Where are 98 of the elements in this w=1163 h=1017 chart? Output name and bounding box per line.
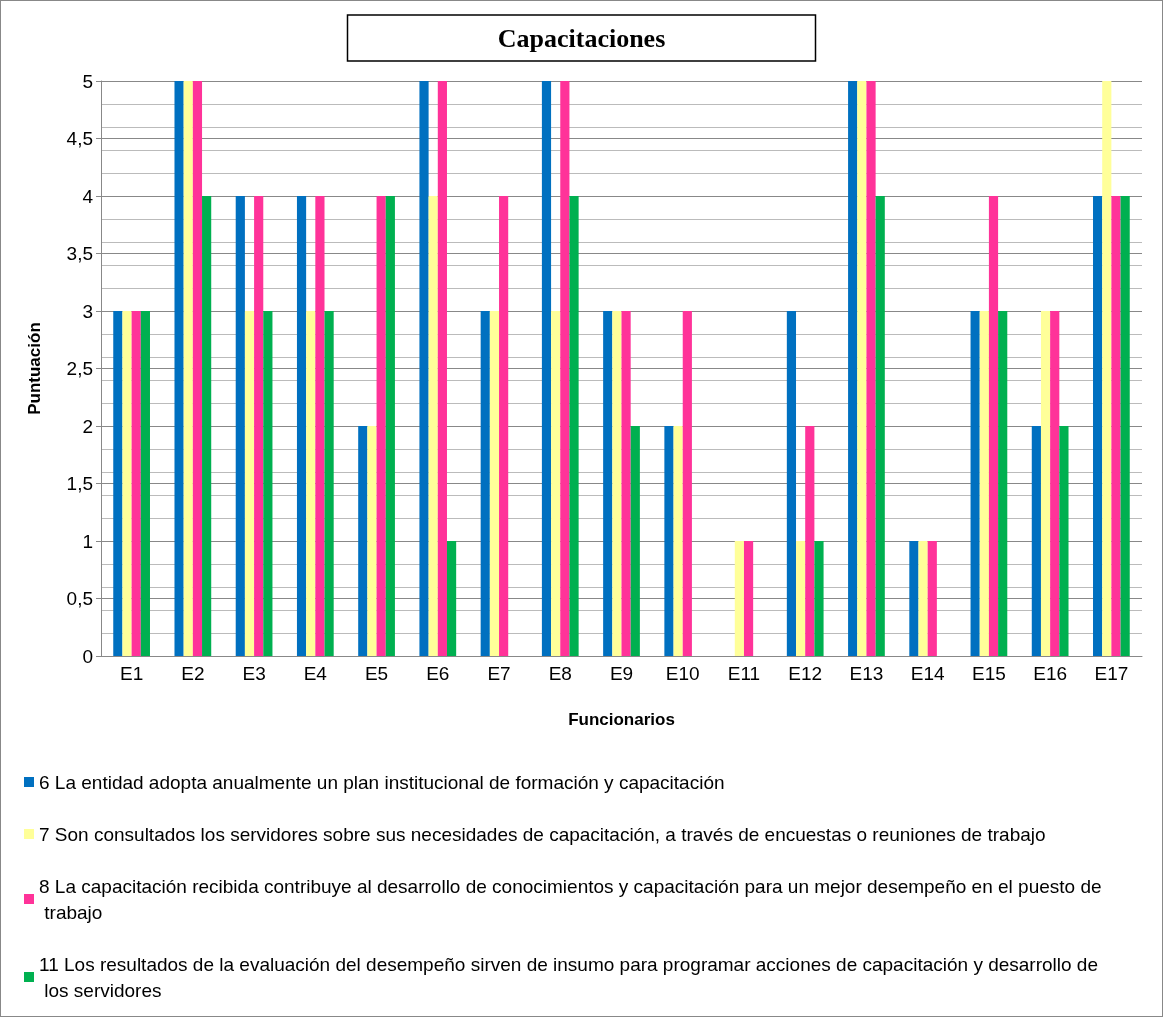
y-tick-label: 3 xyxy=(82,300,93,322)
x-axis-title: Funcionarios xyxy=(568,710,675,729)
bar xyxy=(927,541,937,656)
y-tick-label: 2 xyxy=(82,415,93,437)
bar xyxy=(376,196,386,656)
bar xyxy=(569,196,579,656)
bar xyxy=(1050,311,1060,656)
legend-label: 8 La capacitación recibida contribuye al desarrollo de conocimientos y capacitación para un mejor desempeño en el puesto de trabajo xyxy=(39,875,1102,923)
bar xyxy=(183,81,193,656)
bar xyxy=(306,311,316,656)
bar xyxy=(358,426,368,656)
x-tick-label: E17 xyxy=(1094,663,1129,684)
bar xyxy=(612,311,622,656)
bar xyxy=(315,196,325,656)
legend-label: 7 Son consultados los servidores sobre sus necesidades de capacitación, a través de encuestas o reuniones de trabajo xyxy=(39,823,1046,845)
bar xyxy=(499,196,509,656)
bar xyxy=(480,311,490,656)
x-tick-label: E11 xyxy=(727,663,761,684)
bar xyxy=(848,81,858,656)
bar xyxy=(664,426,674,656)
y-tick-label: 5 xyxy=(82,70,93,92)
x-tick-label: E2 xyxy=(181,663,205,684)
x-tick-label: E3 xyxy=(242,663,266,684)
y-tick-label: 2,5 xyxy=(66,358,93,379)
bar xyxy=(131,311,141,656)
bar xyxy=(909,541,919,656)
bar xyxy=(796,541,806,656)
bar xyxy=(1040,311,1051,656)
x-tick-label: E10 xyxy=(665,663,700,684)
x-tick-label: E16 xyxy=(1033,663,1068,684)
bar xyxy=(446,541,457,656)
x-tick-label: E9 xyxy=(609,663,634,684)
bar xyxy=(560,81,570,656)
y-tick-label: 0,5 xyxy=(66,588,93,609)
bar xyxy=(1093,196,1103,656)
y-tick-label: 1,5 xyxy=(66,473,93,494)
x-tick-label: E6 xyxy=(426,663,450,684)
bar xyxy=(244,311,255,656)
x-tick-label: E4 xyxy=(303,663,328,684)
bar xyxy=(296,196,307,656)
bar xyxy=(122,311,132,656)
bar xyxy=(1031,426,1041,656)
x-tick-label: E8 xyxy=(548,663,572,684)
bar xyxy=(743,541,754,656)
bar xyxy=(734,541,744,656)
chart-title: Capacitaciones xyxy=(497,23,666,53)
y-tick-label: 3,5 xyxy=(66,243,93,264)
bar xyxy=(621,311,631,656)
bar xyxy=(988,196,999,656)
bar xyxy=(367,426,377,656)
bar xyxy=(385,196,395,656)
legend-label: 6 La entidad adopta anualmente un plan institucional de formación y capacitación xyxy=(39,771,725,793)
bar xyxy=(1120,196,1130,656)
bar xyxy=(814,541,824,656)
x-tick-label: E7 xyxy=(487,663,511,684)
bar xyxy=(113,311,123,656)
bar xyxy=(857,81,867,656)
bar xyxy=(875,196,885,656)
x-tick-label: E13 xyxy=(849,663,884,684)
bar xyxy=(254,196,264,656)
bar xyxy=(174,81,184,656)
y-tick-label: 1 xyxy=(82,530,93,552)
bar xyxy=(630,426,640,656)
bar xyxy=(603,311,613,656)
bar xyxy=(673,426,683,656)
bar xyxy=(192,81,203,656)
bar xyxy=(541,81,552,656)
bar xyxy=(202,196,212,656)
bar xyxy=(1102,81,1112,656)
x-tick-label: E1 xyxy=(119,663,144,684)
y-tick-label: 0 xyxy=(82,645,93,667)
y-tick-label: 4 xyxy=(82,185,94,207)
x-tick-label: E14 xyxy=(910,663,946,684)
bar xyxy=(805,426,815,656)
bar xyxy=(324,311,334,656)
y-tick-label: 4,5 xyxy=(66,128,93,149)
bar xyxy=(786,311,797,656)
bar xyxy=(235,196,245,656)
bar xyxy=(918,541,928,656)
bar xyxy=(1111,196,1121,656)
bar xyxy=(682,311,692,656)
bar xyxy=(437,81,447,656)
x-tick-label: E15 xyxy=(972,663,1006,684)
bar xyxy=(1059,426,1069,656)
x-tick-label: E5 xyxy=(364,663,389,684)
bar xyxy=(419,81,429,656)
bar xyxy=(998,311,1008,656)
bar xyxy=(263,311,273,656)
bar xyxy=(551,311,561,656)
y-axis-title: Puntuación xyxy=(25,322,44,415)
bar xyxy=(970,311,980,656)
bar xyxy=(428,196,438,656)
bar xyxy=(866,81,876,656)
legend-label: 11 Los resultados de la evaluación del desempeño sirven de insumo para programar acciones de capacitación y desarrollo de los servidores xyxy=(39,953,1098,1001)
bar xyxy=(489,311,500,656)
bar xyxy=(979,311,989,656)
x-tick-label: E12 xyxy=(788,663,823,684)
bar xyxy=(140,311,150,656)
